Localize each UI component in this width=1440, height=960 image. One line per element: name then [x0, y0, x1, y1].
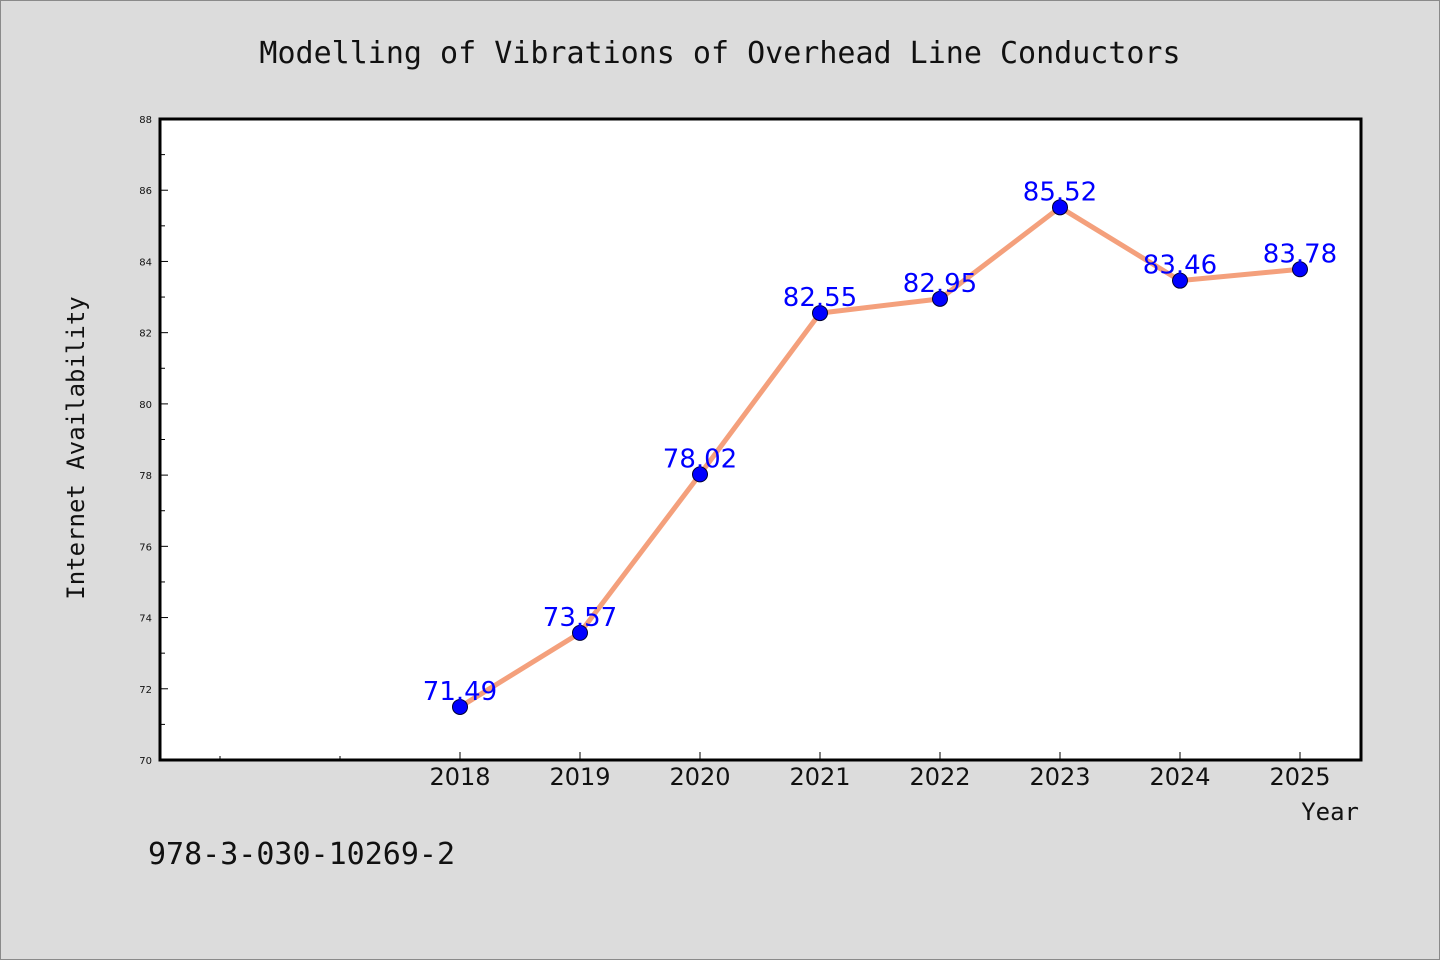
data-label: 78.02	[663, 444, 737, 474]
data-point	[812, 305, 828, 322]
data-point	[692, 466, 708, 483]
x-tick-label: 2021	[789, 763, 850, 791]
x-tick-label: 2022	[909, 763, 970, 791]
plot-area	[158, 117, 1363, 762]
y-axis: 70 72 74 76 78 80 82 84 86 88	[139, 115, 168, 767]
y-tick-label: 82	[139, 329, 152, 340]
y-tick-label: 86	[139, 186, 152, 197]
y-tick-label: 74	[139, 614, 152, 625]
series-layer: 71.49 73.57 78.02 82.55 82.95 85.52 83.46 83.78	[423, 177, 1337, 715]
x-tick-label: 2023	[1029, 763, 1090, 791]
y-tick-label: 72	[139, 685, 152, 696]
y-tick-label: 70	[139, 756, 152, 767]
y-tick-label: 80	[139, 400, 152, 411]
x-tick-label: 2024	[1149, 763, 1210, 791]
x-tick-label: 2018	[429, 763, 490, 791]
isbn-text: 978-3-030-10269-2	[148, 837, 455, 872]
data-label: 82.55	[783, 283, 857, 313]
data-label: 71.49	[423, 677, 497, 707]
y-tick-label: 76	[139, 542, 152, 553]
data-point	[1052, 199, 1068, 216]
chart-title: Modelling of Vibrations of Overhead Line…	[259, 36, 1180, 71]
data-point	[572, 624, 588, 641]
data-point	[452, 698, 468, 715]
x-axis: 2018 2019 2020 2021 2022 2023 2024 2025	[219, 752, 1331, 791]
y-tick-label: 78	[139, 471, 152, 482]
data-point	[1172, 272, 1188, 289]
x-tick-label: 2020	[669, 763, 730, 791]
y-tick-label: 88	[139, 115, 152, 126]
data-point	[932, 290, 948, 307]
data-label: 83.46	[1143, 251, 1217, 281]
data-label: 83.78	[1263, 239, 1337, 269]
x-tick-label: 2025	[1269, 763, 1330, 791]
data-point	[1292, 261, 1308, 278]
y-tick-label: 84	[139, 257, 152, 268]
data-label: 82.95	[903, 269, 977, 299]
series-line	[457, 204, 1303, 710]
x-axis-label: Year	[1301, 798, 1359, 826]
data-label: 73.57	[543, 603, 617, 633]
y-axis-label: Internet Availability	[62, 296, 90, 599]
x-tick-label: 2019	[549, 763, 610, 791]
data-label: 85.52	[1023, 177, 1097, 207]
